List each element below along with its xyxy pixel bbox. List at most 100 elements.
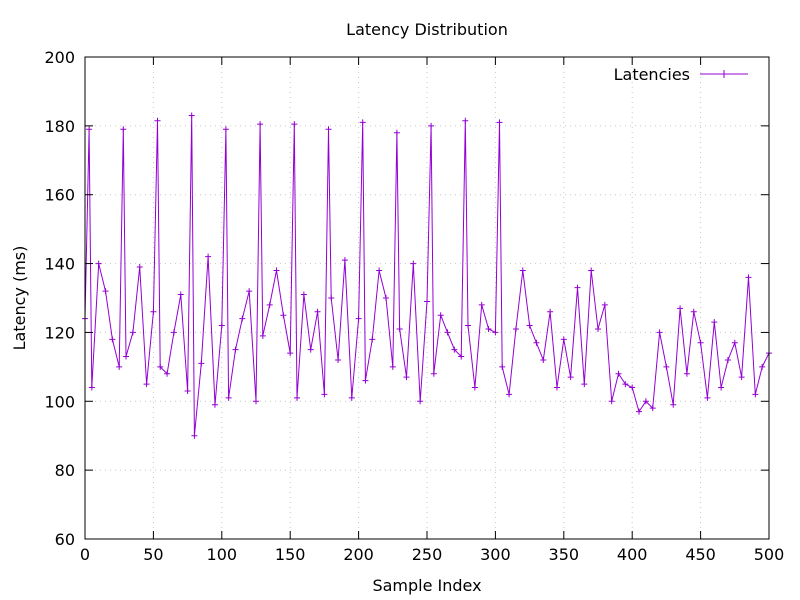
data-point [300,291,307,298]
y-tick-label: 200 [44,48,75,67]
x-tick-label: 350 [549,545,580,564]
y-tick-label: 180 [44,117,75,136]
data-point [622,381,629,388]
data-point [259,332,266,339]
data-point [451,346,458,353]
data-point [403,374,410,381]
data-point [191,432,198,439]
data-point [677,305,684,312]
y-tick-label: 120 [44,323,75,342]
data-point [574,284,581,291]
data-point [95,260,102,267]
data-point [341,257,348,264]
y-tick-label: 100 [44,392,75,411]
data-point [465,322,472,329]
axis-ticks: 0 50 100 150 200 250 300 350 400 450 500 60 80 100 120… [44,48,784,564]
data-point [428,122,435,129]
data-point [211,401,218,408]
data-point [307,346,314,353]
data-point [154,117,161,124]
data-point [393,129,400,136]
data-point [218,322,225,329]
x-tick-label: 450 [685,545,716,564]
legend-marker-latencies [720,70,728,78]
data-point [615,370,622,377]
data-point [253,398,259,405]
data-point [335,356,342,363]
data-point [697,339,704,346]
data-point [129,329,136,336]
data-point [232,346,239,353]
data-point [266,301,273,308]
data-point [567,374,574,381]
y-tick-label: 60 [55,530,75,549]
data-point [553,384,560,391]
data-point [533,339,540,346]
data-point [642,398,649,405]
series-layer [82,112,772,439]
data-point [731,339,738,346]
data-point [656,329,663,336]
data-point [492,329,499,336]
data-point [547,308,554,315]
data-point [294,394,301,401]
chart-title: Latency Distribution [346,20,508,39]
data-point [382,295,389,301]
data-point [325,126,332,133]
data-point [328,295,335,301]
data-point [683,370,690,377]
data-point [164,370,171,377]
data-point [649,405,656,412]
data-point [526,322,533,329]
data-point [485,325,492,332]
data-point [88,384,95,391]
data-point [506,391,513,398]
data-point [198,360,205,367]
data-point [170,329,177,336]
data-point [512,325,519,332]
data-point [499,363,506,370]
data-point [314,308,321,315]
data-point [321,391,328,398]
data-point [670,401,677,408]
data-point [410,260,417,267]
data-point [588,267,595,274]
data-point [291,121,298,128]
x-tick-label: 400 [617,545,648,564]
data-point [560,336,567,343]
data-point [359,119,366,126]
x-tick-label: 100 [207,545,238,564]
x-tick-label: 250 [412,545,443,564]
data-point [718,384,725,391]
data-point [595,325,601,332]
data-point [417,398,424,405]
x-tick-label: 0 [80,545,90,564]
data-point [745,274,752,281]
data-point [430,370,437,377]
data-point [478,301,485,308]
data-point [608,398,615,405]
data-point [444,329,451,336]
data-point [704,394,711,401]
data-point [519,267,526,274]
x-tick-label: 300 [480,545,511,564]
x-tick-label: 150 [275,545,306,564]
data-point [663,363,670,370]
data-point [273,267,280,274]
data-point [752,391,759,398]
data-point [86,126,93,133]
data-point [116,363,123,370]
data-point [629,384,636,391]
data-point [109,336,116,343]
data-point [355,315,362,322]
legend-label-latencies: Latencies [614,65,690,84]
x-tick-label: 50 [143,545,163,564]
data-point [759,363,766,370]
data-point [150,308,157,315]
data-point [389,363,396,370]
data-point [462,117,469,124]
data-point [738,374,745,381]
data-point [581,381,588,388]
